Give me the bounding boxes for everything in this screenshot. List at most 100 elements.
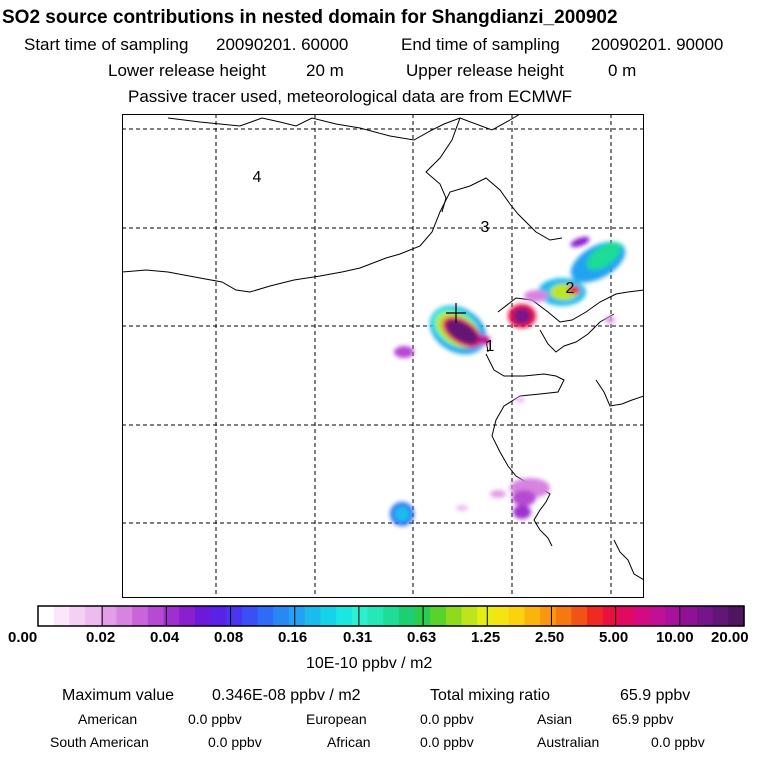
colorbar-swatch-30 [508,606,525,626]
colorbar-tick-2: 0.04 [150,629,180,646]
upper-release-value: 0 m [608,61,637,80]
plume-ne-inner [586,241,622,271]
colorbar-swatch-34 [571,606,588,626]
colorbar-swatch-7 [147,606,165,626]
coastline-peninsula [539,313,615,353]
map-frame-background [122,114,644,598]
colorbar-swatch-0 [38,606,55,626]
region-value-european: 0.0 ppbv [420,711,474,727]
colorbar-swatch-19 [336,606,353,626]
colorbar-swatch-6 [132,606,149,626]
colorbar-swatch-3 [85,606,102,626]
colorbar-swatch-11 [210,606,227,626]
plume-2-fringe [524,290,548,302]
start-time-label: Start time of sampling [24,35,189,54]
colorbar-swatch-5 [116,606,133,626]
plume-ne-fringe [570,236,590,248]
site-marker [446,303,466,323]
upper-release-label: Upper release height [406,61,564,80]
colorbar-swatch-1 [53,606,70,626]
map-frame [122,114,644,598]
coastline-southeast [613,539,644,581]
total-mixing-label: Total mixing ratio [430,687,551,704]
end-time-value: 20090201. 90000 [591,35,724,54]
colorbar-tick-1: 0.02 [86,629,116,646]
colorbar-swatch-23 [398,606,416,626]
colorbar-swatch-22 [383,606,400,626]
colorbar-swatch-17 [304,606,321,626]
colorbar-swatch-32 [540,606,557,626]
colorbar-tick-0: 0.00 [8,629,38,646]
plume-shandong-west [490,490,506,498]
colorbar-swatch-10 [194,606,212,626]
colorbar-swatch-9 [179,606,196,626]
plume-west-speck [394,346,414,358]
region-value-african: 0.0 ppbv [420,734,474,750]
colorbar-swatch-20 [351,606,369,626]
region-value-american: 0.0 ppbv [188,711,242,727]
plume-south-speck [515,397,525,403]
border-north [167,114,521,141]
colorbar-tick-11: 20.00 [711,629,749,646]
gridlines [122,114,644,598]
colorbar-swatch-31 [524,606,541,626]
colorbar-swatch-43 [712,606,729,626]
region-name-american: American [78,711,138,727]
region-label-1: 1 [486,338,495,355]
colorbar-swatch-14 [257,606,274,626]
max-value-label: Maximum value [62,687,175,704]
colorbar-tick-7: 1.25 [471,629,501,646]
region-value-australian: 0.0 ppbv [651,734,705,750]
colorbar-swatch-33 [555,606,573,626]
colorbar-swatch-36 [602,606,620,626]
colorbar-swatch-4 [100,606,118,626]
colorbar-swatch-12 [226,606,243,626]
colorbar-swatch-39 [649,606,667,626]
lower-release-value: 20 m [306,61,344,80]
colorbar-swatch-42 [696,606,714,626]
border-east-1 [425,117,461,213]
max-value: 0.346E-08 ppbv / m2 [212,687,361,704]
plume-2-core [568,286,580,294]
colorbar-swatch-44 [728,606,745,626]
colorbar-swatch-25 [430,606,447,626]
colorbar-swatch-15 [273,606,290,626]
plume-shandong-faint [456,505,468,511]
concentration-field [390,236,626,526]
plume-shandong-mid [512,490,536,506]
region-label-4: 4 [253,169,262,186]
colorbar-frame [37,605,745,627]
colorbar-tick-6: 0.63 [407,629,437,646]
region-value-south-american: 0.0 ppbv [208,734,262,750]
colorbar-swatch-8 [163,606,180,626]
region-name-asian: Asian [537,711,573,727]
total-mixing-value: 65.9 ppbv [620,687,691,704]
colorbar-swatch-40 [665,606,682,626]
colorbar-tick-9: 5.00 [599,629,629,646]
colorbar-tick-4: 0.16 [278,629,308,646]
plume-shandong-low [513,505,531,519]
colorbar-swatch-16 [289,606,306,626]
colorbar-swatch-21 [367,606,384,626]
colorbar-tick-10: 10.00 [656,629,694,646]
plume-beijing-core [446,319,478,345]
colorbar-swatch-13 [241,606,259,626]
coastline-korea [595,379,644,407]
coastlines-and-borders [122,114,644,581]
colorbar-swatch-26 [445,606,463,626]
colorbar-swatch-18 [320,606,337,626]
region-label-2: 2 [566,280,575,297]
lower-release-label: Lower release height [108,61,266,80]
plume-isolated-cyan [394,506,410,522]
region-name-south-american: South American [50,734,149,750]
colorbar-unit: 10E-10 ppbv / m2 [306,655,433,672]
colorbar-swatch-29 [492,606,510,626]
colorbar-tick-5: 0.31 [343,629,373,646]
coastline-bohai [485,353,565,547]
end-time-label: End time of sampling [401,35,560,54]
plume-beijing-tail [478,335,490,345]
border-inner-mongolia [122,177,563,293]
colorbar-swatch-2 [69,606,86,626]
region-name-australian: Australian [537,734,600,750]
